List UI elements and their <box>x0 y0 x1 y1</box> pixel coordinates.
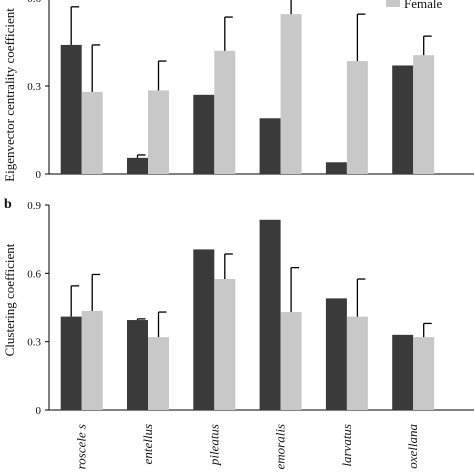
bar-b-male <box>193 249 215 410</box>
y-tick-label-b: 0.9 <box>27 200 41 212</box>
bar-a-male <box>60 44 82 174</box>
bar-a-male <box>259 118 281 174</box>
bar-a-male <box>193 94 215 174</box>
bar-a-female <box>346 61 368 174</box>
y-tick-label-a: 0 <box>36 169 42 181</box>
bar-b-male <box>127 320 148 410</box>
bar-a-male <box>392 65 414 174</box>
bar-b-female <box>148 337 169 410</box>
bar-b-female <box>280 312 302 410</box>
y-axis-label-bottom: Clustering coefficient <box>2 243 17 356</box>
bar-b-male <box>259 219 281 410</box>
bar-a-female <box>280 14 302 175</box>
category-label: roscele s <box>74 424 89 469</box>
panel-label-b: b <box>4 197 12 212</box>
bar-a-male <box>325 162 347 174</box>
category-label: emoralis <box>273 424 288 470</box>
bar-b-male <box>60 316 82 410</box>
bar-a-female <box>148 90 169 174</box>
panel-clustering: 0 0.3 0.6 0.9 roscele s entellus pileatus emora… <box>27 200 474 470</box>
bar-b-male <box>392 334 414 410</box>
bar-a-female <box>413 55 435 175</box>
bar-b-male <box>325 298 347 410</box>
legend: Female <box>386 0 442 11</box>
bar-b-female <box>413 337 435 410</box>
bar-b-female <box>346 316 368 410</box>
y-tick-label-b: 0 <box>36 405 42 417</box>
legend-swatch-female <box>386 0 400 7</box>
category-label: entellus <box>140 424 155 464</box>
y-axis-label-top: Eigenvector centrality coefficient <box>2 8 17 182</box>
bar-a-female <box>81 91 103 174</box>
category-label: pileatus <box>206 424 221 466</box>
bar-a-female <box>214 50 236 174</box>
y-tick-label-b: 0.3 <box>27 337 41 349</box>
category-label: larvatus <box>339 424 354 467</box>
y-tick-label-a: 0.6 <box>27 0 41 5</box>
y-tick-label-b: 0.6 <box>27 268 41 280</box>
legend-label-female: Female <box>404 0 442 11</box>
bar-b-female <box>81 310 103 410</box>
y-tick-label-a: 0.3 <box>27 81 41 93</box>
bar-b-female <box>214 279 236 410</box>
panel-eigenvector: 0 0.3 0.6 <box>27 0 474 181</box>
category-label: oxellana <box>405 424 420 469</box>
bar-a-male <box>127 157 148 174</box>
